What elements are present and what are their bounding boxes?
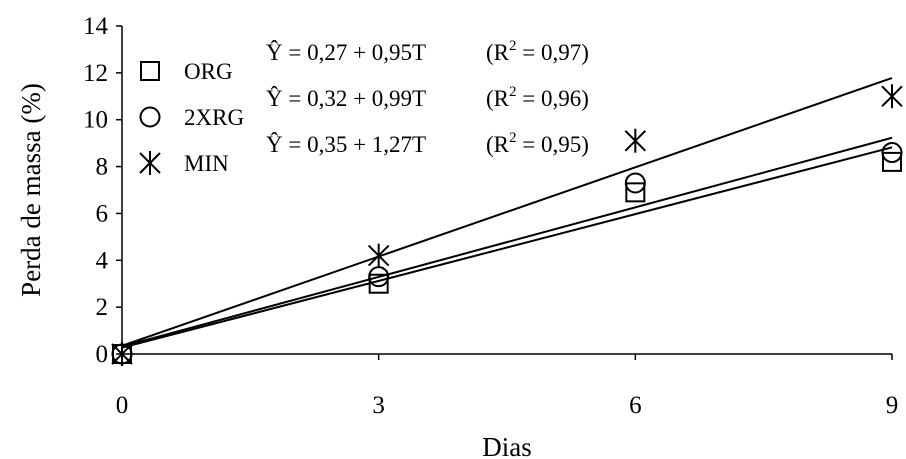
r-squared-min: (R2 = 0,95) bbox=[486, 130, 589, 157]
equation-2xrg: Ŷ = 0,32 + 0,99T bbox=[266, 86, 426, 111]
legend-label-org: ORG bbox=[184, 59, 233, 84]
point-org bbox=[882, 151, 902, 172]
legend: ORG 2XRG MIN bbox=[139, 59, 244, 176]
x-tick-label: 6 bbox=[629, 392, 642, 419]
axes bbox=[116, 25, 893, 360]
legend-marker-min bbox=[139, 151, 161, 175]
point-org bbox=[625, 182, 646, 203]
fit-line-min bbox=[121, 77, 893, 347]
y-tick-label: 4 bbox=[96, 247, 109, 274]
legend-label-min: MIN bbox=[184, 151, 229, 176]
y-tick-label: 10 bbox=[83, 107, 108, 134]
y-tick-label: 8 bbox=[96, 154, 109, 181]
legend-label-2xrg: 2XRG bbox=[184, 105, 244, 130]
equation-min: Ŷ = 0,35 + 1,27T bbox=[266, 132, 426, 157]
point-min bbox=[881, 84, 903, 109]
y-tick-label: 2 bbox=[96, 294, 109, 321]
point-2xrg bbox=[624, 172, 646, 194]
y-tick-label: 14 bbox=[83, 13, 109, 40]
regression-lines bbox=[121, 77, 893, 349]
data-points bbox=[111, 84, 903, 366]
tick-labels: 0 2 4 6 8 10 12 14 0 3 6 9 bbox=[83, 13, 898, 419]
fit-line-2xrg bbox=[121, 136, 893, 348]
r-squared-org: (R2 = 0,97) bbox=[486, 38, 589, 65]
x-tick-label: 0 bbox=[116, 392, 129, 419]
point-org bbox=[368, 273, 389, 294]
point-min bbox=[624, 128, 647, 153]
equations: Ŷ = 0,27 + 0,95T (R2 = 0,97) Ŷ = 0,32 + 0,… bbox=[266, 38, 589, 157]
x-axis-label: Dias bbox=[482, 432, 532, 459]
point-2xrg bbox=[881, 142, 903, 164]
r-squared-2xrg: (R2 = 0,96) bbox=[486, 84, 589, 111]
y-tick-label: 12 bbox=[83, 60, 108, 87]
point-min bbox=[111, 342, 133, 366]
equation-org: Ŷ = 0,27 + 0,95T bbox=[266, 40, 426, 65]
legend-marker-2xrg bbox=[139, 106, 161, 128]
y-tick-label: 0 bbox=[96, 341, 109, 368]
x-tick-label: 3 bbox=[372, 392, 385, 419]
point-min bbox=[367, 243, 390, 268]
legend-marker-org bbox=[140, 61, 160, 81]
y-axis-label: Perda de massa (%) bbox=[16, 83, 46, 297]
y-tick-label: 6 bbox=[96, 200, 109, 227]
x-tick-label: 9 bbox=[886, 392, 899, 419]
fit-line-org bbox=[121, 146, 893, 349]
